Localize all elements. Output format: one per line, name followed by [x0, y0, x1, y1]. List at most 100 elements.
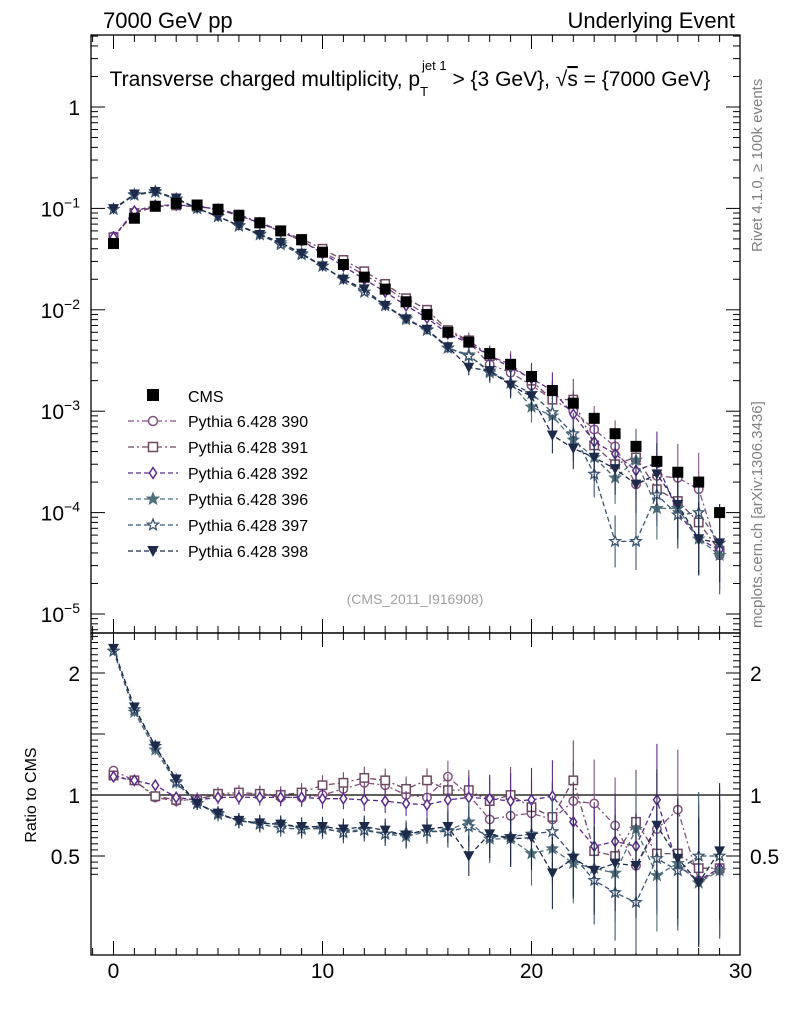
ratio-point	[109, 770, 118, 784]
ratio-point	[505, 834, 517, 845]
ratio-y-tick-label: 2	[68, 663, 80, 686]
ratio-point	[609, 858, 621, 870]
cms-data-point	[546, 385, 558, 397]
ratio-point	[359, 772, 370, 783]
ratio-point	[567, 853, 579, 865]
series-point	[463, 362, 475, 374]
analysis-tag: (CMS_2011_I916908)	[347, 591, 484, 607]
series-point	[358, 284, 370, 295]
ratio-point	[545, 824, 560, 838]
title-sqrt: √	[556, 68, 568, 91]
ratio-plot-series	[106, 643, 727, 953]
title-middle: > {3 GeV},	[447, 68, 556, 91]
ratio-point	[485, 792, 494, 806]
ratio-point	[461, 819, 476, 833]
ratio-point	[380, 794, 390, 808]
x-tick-label: 10	[311, 960, 334, 983]
series-point	[317, 261, 328, 272]
cms-data-point	[609, 428, 621, 440]
series-point	[149, 187, 161, 198]
legend-marker-4	[145, 517, 161, 532]
mcplots-label: mcplots.cern.ch [arXiv:1306.3436]	[749, 401, 766, 628]
legend-marker-1	[147, 441, 159, 453]
series-point	[609, 464, 621, 475]
series-point	[505, 380, 517, 392]
ratio-point	[339, 792, 348, 806]
cms-data-point	[296, 234, 308, 246]
cms-data-point	[400, 296, 412, 308]
axis-ticks	[91, 35, 740, 955]
ratio-point	[630, 861, 642, 872]
legend: CMS Pythia 6.428 390 Pythia 6.428 391 Pythi…	[128, 389, 308, 561]
legend-cms-marker	[147, 389, 159, 401]
series-point	[693, 534, 705, 545]
legend-marker-5	[147, 546, 159, 558]
cms-data-point	[714, 507, 726, 519]
main-plot-series	[106, 184, 727, 595]
cms-data-point	[337, 258, 349, 270]
cms-data-point	[484, 348, 496, 360]
ratio-y-tick-label: 1	[68, 785, 80, 808]
ratio-point	[317, 822, 328, 833]
ratio-point	[651, 820, 663, 832]
series-point	[108, 204, 119, 215]
ratio-line-5	[112, 648, 721, 884]
series-point	[379, 300, 391, 312]
cms-data-point	[505, 358, 517, 370]
cms-data-point	[693, 476, 705, 488]
x-tick-labels: 0 10 20 30	[108, 960, 753, 983]
series-point	[651, 469, 663, 480]
ratio-point	[213, 791, 223, 804]
ratio-point	[317, 780, 328, 791]
ratio-point	[128, 702, 140, 713]
ratio-point	[108, 643, 119, 655]
cms-data-point	[672, 466, 684, 478]
cms-data-point	[212, 203, 224, 215]
plot-title: Transverse charged multiplicity, pTjet 1…	[110, 58, 711, 99]
header-left: 7000 GeV pp	[103, 8, 233, 33]
cms-data-point	[275, 225, 287, 237]
legend-marker-0	[147, 415, 159, 427]
ratio-point	[191, 798, 203, 810]
series-point	[254, 230, 266, 241]
cms-data-point	[317, 246, 328, 258]
main-y-tick-label: 10−3	[41, 397, 81, 424]
ratio-point	[672, 853, 684, 865]
series-point	[629, 534, 643, 548]
rivet-version-label: Rivet 4.1.0, ≥ 100k events	[749, 79, 766, 252]
ratio-point	[275, 819, 287, 830]
cms-data-point	[421, 308, 433, 320]
ratio-point	[212, 808, 224, 819]
cms-data-point	[651, 455, 663, 467]
series-point	[296, 248, 308, 260]
ratio-y-tick-label-right: 2	[750, 663, 762, 686]
ratio-point	[255, 791, 265, 804]
series-point	[630, 479, 642, 491]
series-point	[484, 366, 496, 377]
series-point	[421, 324, 433, 336]
x-tick-label: 30	[729, 960, 752, 983]
main-y-tick-label: 10−4	[41, 499, 81, 526]
ratio-point	[379, 825, 391, 837]
cms-data-point	[358, 271, 370, 283]
cms-data-point	[128, 212, 140, 224]
series-point	[233, 220, 245, 232]
ratio-point	[693, 878, 705, 889]
title-suffix: = {7000 GeV}	[578, 68, 711, 91]
ratio-point	[151, 778, 160, 792]
ratio-point	[422, 775, 432, 786]
cms-data-point	[170, 197, 182, 209]
series-point	[128, 189, 140, 200]
legend-label-0: Pythia 6.428 390	[188, 414, 308, 431]
ratio-point	[422, 798, 432, 812]
ratio-point	[506, 794, 515, 808]
ratio-point	[484, 829, 496, 840]
ratio-point	[318, 792, 327, 806]
title-sub: T	[420, 84, 428, 99]
main-y-tick-label: 10−1	[41, 194, 81, 221]
ratio-point	[337, 824, 349, 835]
ratio-point	[130, 773, 139, 787]
ratio-line-0	[113, 770, 720, 882]
series-point	[714, 538, 726, 549]
